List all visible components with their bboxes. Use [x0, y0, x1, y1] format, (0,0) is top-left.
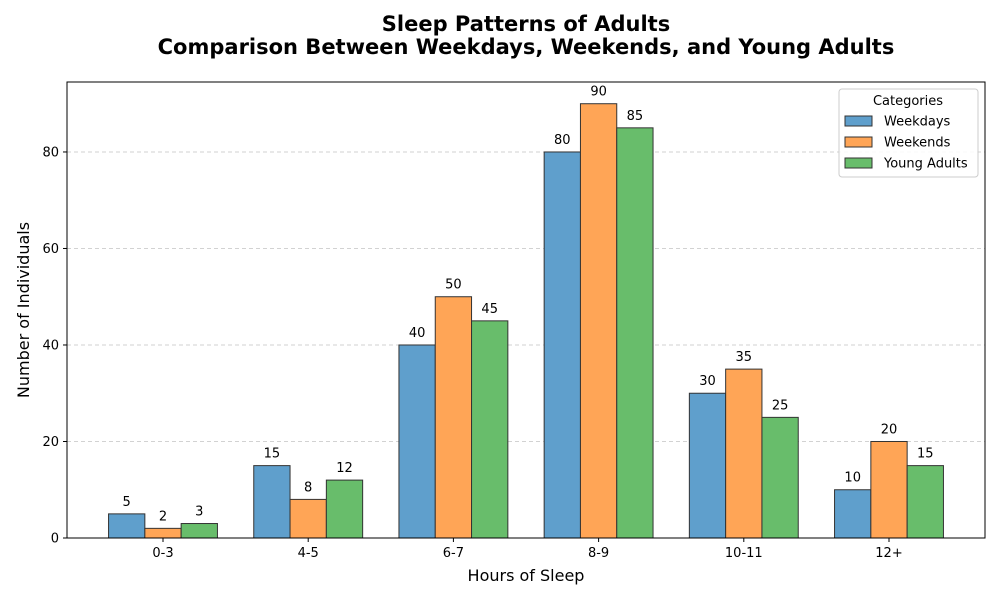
x-axis-ticks: 0-3 4-5 6-7 8-9 10-11 12+ — [152, 538, 903, 561]
legend-swatch — [844, 157, 873, 169]
bar-value-label: 3 — [195, 505, 203, 520]
bar-value-label: 5 — [123, 495, 131, 510]
legend-entry: Weekdays — [884, 115, 951, 130]
bar-value-label: 12 — [336, 461, 353, 476]
data-labels: 5 15 40 80 30 10 2 8 50 90 35 20 3 12 45 85 25 15 — [123, 85, 934, 525]
bar-value-label: 40 — [409, 326, 426, 341]
bar-value-label: 15 — [917, 447, 934, 462]
x-tick-label: 6-7 — [443, 546, 464, 561]
bar-value-label: 20 — [881, 422, 898, 437]
bar — [253, 465, 291, 539]
bar-value-label: 2 — [159, 509, 167, 524]
bar-value-label: 8 — [304, 480, 312, 495]
bar-value-label: 50 — [445, 278, 462, 293]
bar — [180, 523, 218, 539]
bars — [108, 103, 944, 539]
legend-swatch — [844, 136, 873, 148]
bar — [688, 392, 727, 539]
y-tick-label: 20 — [42, 435, 59, 450]
bar-value-label: 25 — [772, 398, 789, 413]
legend-swatch — [844, 115, 873, 127]
chart-title: Sleep Patterns of Adults — [382, 12, 670, 36]
y-tick-label: 40 — [42, 338, 59, 353]
bar-value-label: 90 — [590, 85, 607, 100]
bar-value-label: 30 — [699, 374, 716, 389]
bar — [108, 513, 146, 539]
legend-title: Categories — [873, 94, 943, 109]
legend-box — [838, 88, 979, 178]
bar — [434, 296, 473, 539]
bar — [834, 489, 872, 539]
bar — [543, 151, 581, 539]
bar — [870, 440, 908, 539]
x-tick-label: 0-3 — [152, 546, 173, 561]
bar — [616, 127, 654, 539]
bar — [471, 320, 509, 539]
y-tick-label: 80 — [42, 145, 59, 160]
bar — [398, 344, 436, 539]
y-tick-label: 60 — [42, 242, 59, 257]
bar — [906, 465, 944, 539]
y-axis-ticks: 0 20 40 60 80 — [42, 145, 67, 547]
bar-value-label: 85 — [627, 109, 644, 124]
bar — [325, 479, 364, 539]
bar — [579, 103, 618, 539]
x-tick-label: 8-9 — [588, 546, 609, 561]
x-tick-label: 12+ — [875, 546, 902, 561]
bar-value-label: 10 — [844, 471, 861, 486]
bar — [144, 527, 182, 539]
y-tick-label: 0 — [51, 532, 59, 547]
y-axis-label: Number of Individuals — [14, 222, 33, 398]
x-tick-label: 10-11 — [725, 546, 763, 561]
gridlines — [67, 151, 985, 442]
plot-area-frame — [66, 81, 986, 539]
bar-value-label: 45 — [481, 302, 498, 317]
legend-entry: Young Adults — [883, 157, 968, 172]
x-axis-label: Hours of Sleep — [468, 566, 585, 585]
bar-value-label: 80 — [554, 133, 571, 148]
chart-subtitle: Comparison Between Weekdays, Weekends, a… — [158, 35, 895, 59]
bar-value-label: 15 — [264, 447, 281, 462]
bar — [725, 368, 763, 539]
bar — [761, 416, 799, 539]
x-tick-label: 4-5 — [298, 546, 319, 561]
legend: Categories Weekdays Weekends Young Adults — [838, 88, 979, 178]
bar-value-label: 35 — [736, 350, 753, 365]
legend-entry: Weekends — [884, 136, 951, 151]
bar — [289, 498, 327, 539]
